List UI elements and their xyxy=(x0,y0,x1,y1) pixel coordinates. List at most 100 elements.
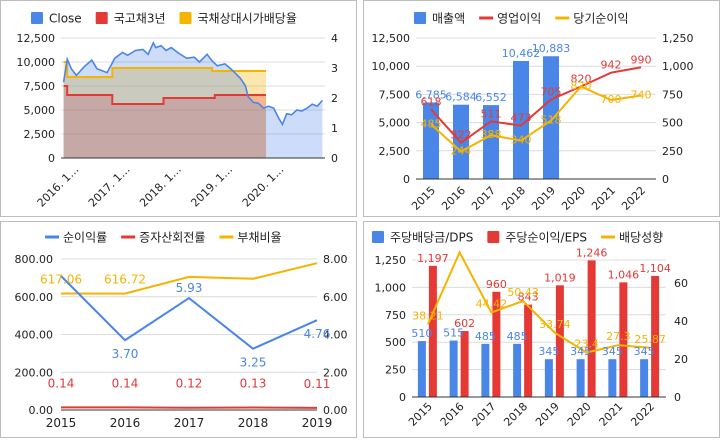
x-tick-label: 2017 xyxy=(469,184,498,213)
x-tick-label: 2016 xyxy=(439,184,468,213)
x-tick-label: 2015 xyxy=(46,416,77,430)
net-income-data-label: 820 xyxy=(571,80,592,93)
net-margin-data-label: 4.76 xyxy=(304,327,331,341)
legend-swatch xyxy=(179,12,192,24)
x-tick-label: 2019 xyxy=(529,184,558,213)
y-tick-label: 0 xyxy=(48,152,55,165)
eps-bar xyxy=(460,331,469,397)
net-income-data-label: 740 xyxy=(631,89,652,102)
eps-data-label: 1,019 xyxy=(544,271,576,284)
x-tick-label: 2020 xyxy=(559,184,588,213)
x-tick-label: 2017. 1… xyxy=(86,163,133,210)
y-tick-label: 0.00 xyxy=(323,404,348,417)
legend-swatch xyxy=(487,231,500,243)
dps-data-label: 485 xyxy=(475,330,496,343)
y-tick-label: 60 xyxy=(674,277,688,290)
sales-data-label: 6,552 xyxy=(475,91,507,104)
x-tick-label: 2021 xyxy=(589,184,618,213)
legend-swatch xyxy=(45,235,59,239)
eps-data-label: 843 xyxy=(518,291,539,304)
dps-bar xyxy=(481,343,490,397)
net-margin-line xyxy=(60,275,318,350)
operating-income-data-label: 990 xyxy=(631,53,652,66)
debt-ratio-data-label: 616.72 xyxy=(104,273,146,287)
net-margin-data-label: 3.25 xyxy=(240,356,267,370)
sales-bar xyxy=(543,56,559,179)
asset-turnover-data-label: 0.12 xyxy=(176,377,203,391)
legend-label: 국채상대시가배당율 xyxy=(198,12,297,26)
net-income-data-label: 518 xyxy=(541,114,562,127)
payout-ratio-line xyxy=(426,250,651,354)
dividend-chart: 주당배당금/DPS 주당순이익/EPS 배당성향 0 250 500 750 1,000 1,2… xyxy=(372,231,688,429)
sales-data-label: 10,883 xyxy=(532,42,571,55)
eps-bar xyxy=(555,285,564,397)
legend-label: 배당성향 xyxy=(619,231,663,245)
net-margin-data-label: 5.93 xyxy=(176,281,203,295)
sales-bar xyxy=(513,60,529,179)
eps-data-label: 1,104 xyxy=(639,262,671,275)
eps-bar xyxy=(428,265,437,397)
dividend-yield-area xyxy=(63,62,267,158)
y-tick-label: 1,250 xyxy=(375,254,407,267)
y-tick-label: 4.00 xyxy=(323,329,348,342)
x-tick-label: 2018 xyxy=(238,416,269,430)
x-tick-label: 2018 xyxy=(499,184,528,213)
x-tick-label: 2017 xyxy=(174,416,205,430)
x-tick-label: 2022 xyxy=(628,400,657,429)
stock-price-chart-panel: Close 국고채3년 국채상대시가배당율 0 2,500 5,000 7,500 10,00… xyxy=(0,0,357,217)
legend-label: 매출액 xyxy=(432,12,465,26)
close-area xyxy=(63,42,323,158)
sales-data-label: 6,785 xyxy=(415,88,447,101)
y-tick-label: 250 xyxy=(662,145,683,158)
asset-turnover-data-label: 0.13 xyxy=(240,377,267,391)
dps-data-label: 345 xyxy=(538,345,559,358)
dps-bar xyxy=(449,340,458,397)
legend-label: 주당순이익/EPS xyxy=(505,231,587,245)
dps-data-label: 345 xyxy=(602,345,623,358)
x-tick-label: 2020. 1… xyxy=(240,163,287,210)
close-line xyxy=(62,40,324,127)
legend-label: 주당배당금/DPS xyxy=(390,231,473,245)
y-tick-label: 750 xyxy=(662,88,683,101)
dividend-chart-panel: 주당배당금/DPS 주당순이익/EPS 배당성향 0 250 500 750 1,000 1,2… xyxy=(363,221,720,438)
y-tick-label: 12,500 xyxy=(372,32,411,45)
eps-bar xyxy=(524,304,533,397)
x-tick-label: 2015 xyxy=(406,400,435,429)
y-tick-label: 0 xyxy=(331,152,338,165)
asset-turnover-data-label: 0.14 xyxy=(112,376,139,390)
dps-bar xyxy=(576,359,585,397)
y-tick-label: 0 xyxy=(403,173,410,186)
x-tick-label: 2020 xyxy=(565,400,594,429)
legend-swatch xyxy=(601,235,616,239)
y-tick-label: 250 xyxy=(385,364,406,377)
y-tick-label: 0.00 xyxy=(29,404,54,417)
earnings-chart-panel: 매출액 영업이익 당기순이익 0 2,500 5,000 7,500 10,000 12,500… xyxy=(363,0,720,217)
x-tick-label: 2018. 1… xyxy=(137,163,184,210)
y-tick-label: 8.00 xyxy=(323,253,348,266)
x-tick-label: 2018 xyxy=(501,400,530,429)
y-tick-label: 500 xyxy=(662,117,683,130)
y-tick-label: 1 xyxy=(331,122,338,135)
eps-data-label: 1,197 xyxy=(417,252,449,265)
net-income-data-label: 388 xyxy=(481,128,502,141)
debt-ratio-line xyxy=(60,262,318,295)
legend-swatch xyxy=(555,16,570,20)
operating-income-data-label: 322 xyxy=(451,129,472,142)
y-tick-label: 5,000 xyxy=(379,117,411,130)
legend-swatch xyxy=(414,12,426,24)
eps-data-label: 1,246 xyxy=(576,246,608,259)
payout-data-label: 33.74 xyxy=(539,318,571,331)
legend-label: 부채비율 xyxy=(237,231,281,245)
x-tick-label: 2021 xyxy=(597,400,626,429)
legend-label: 순이익률 xyxy=(63,231,107,245)
x-tick-label: 2022 xyxy=(619,184,648,213)
operating-income-data-label: 705 xyxy=(541,85,562,98)
x-tick-label: 2015 xyxy=(409,184,438,213)
y-tick-label: 0 xyxy=(399,391,406,404)
payout-data-label: 27.3 xyxy=(606,330,631,343)
legend-swatch xyxy=(479,16,494,20)
operating-income-data-label: 618 xyxy=(421,95,442,108)
legend-label: 국고채3년 xyxy=(114,12,166,26)
dps-data-label: 345 xyxy=(570,345,591,358)
y-tick-label: 10,000 xyxy=(372,60,411,73)
